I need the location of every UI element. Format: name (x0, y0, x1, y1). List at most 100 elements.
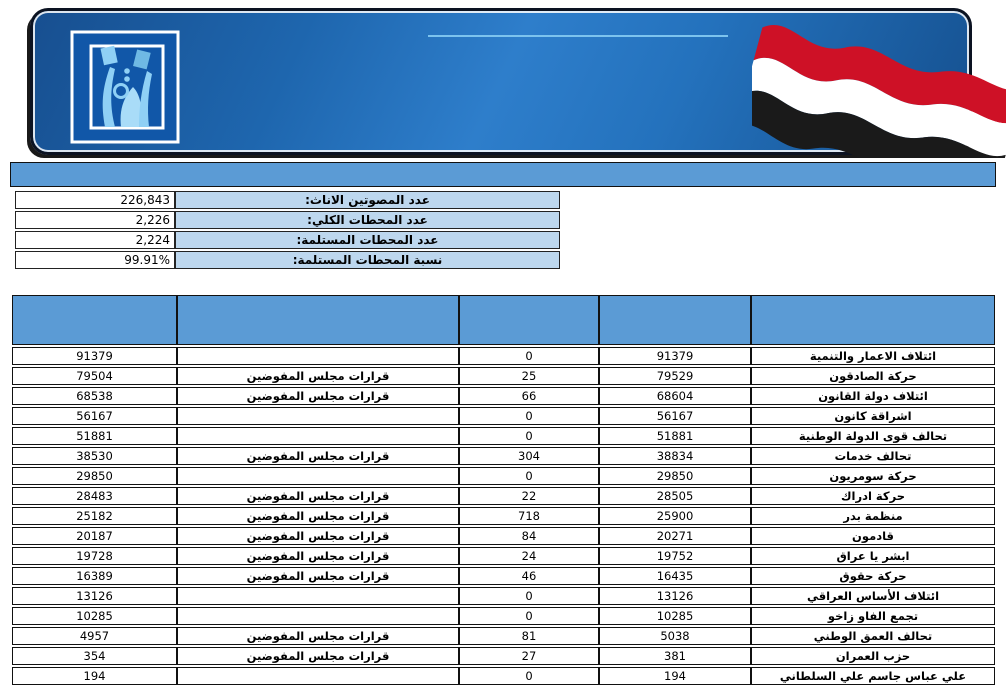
cell-final-votes: 16389 (12, 567, 177, 585)
cell-actual-votes: 91379 (599, 347, 751, 365)
iraq-flag-icon (752, 25, 1006, 158)
header-withhold-reason (177, 295, 459, 345)
cell-final-votes: 194 (12, 667, 177, 685)
cell-actual-votes: 10285 (599, 607, 751, 625)
summary-row: 2,226 عدد المحطات الكلي: (15, 211, 560, 229)
table-row: تجمع الفاو زاخو 10285 0 10285 (12, 607, 995, 625)
cell-withheld-votes: 304 (459, 447, 599, 465)
table-row: اشراقة كانون 56167 0 56167 (12, 407, 995, 425)
cell-final-votes: 19728 (12, 547, 177, 565)
table-row: حزب العمران 381 27 قرارات مجلس المفوضين … (12, 647, 995, 665)
cell-withhold-reason: قرارات مجلس المفوضين (177, 647, 459, 665)
cell-final-votes: 51881 (12, 427, 177, 445)
header-actual-votes (599, 295, 751, 345)
cell-entity-name: حزب العمران (751, 647, 995, 665)
cell-withheld-votes: 0 (459, 407, 599, 425)
cell-actual-votes: 28505 (599, 487, 751, 505)
cell-actual-votes: 56167 (599, 407, 751, 425)
cell-withheld-votes: 25 (459, 367, 599, 385)
cell-final-votes: 79504 (12, 367, 177, 385)
summary-value: 2,226 (15, 211, 175, 229)
cell-actual-votes: 38834 (599, 447, 751, 465)
table-row: تحالف خدمات 38834 304 قرارات مجلس المفوض… (12, 447, 995, 465)
banner-separator (428, 35, 728, 37)
table-row: علي عباس جاسم علي السلطاني 194 0 194 (12, 667, 995, 685)
cell-withhold-reason (177, 407, 459, 425)
cell-withheld-votes: 0 (459, 347, 599, 365)
summary-block-left: 226,843 عدد المصوتين الاناث: 2,226 عدد ا… (15, 191, 560, 271)
cell-actual-votes: 19752 (599, 547, 751, 565)
cell-entity-name: منظمة بدر (751, 507, 995, 525)
summary-value: 99.91% (15, 251, 175, 269)
cell-withheld-votes: 718 (459, 507, 599, 525)
cell-entity-name: ائتلاف الأساس العراقي (751, 587, 995, 605)
cell-actual-votes: 51881 (599, 427, 751, 445)
cell-entity-name: حركة حقوق (751, 567, 995, 585)
cell-withhold-reason: قرارات مجلس المفوضين (177, 387, 459, 405)
cell-withhold-reason: قرارات مجلس المفوضين (177, 367, 459, 385)
cell-withheld-votes: 0 (459, 587, 599, 605)
table-row: ائتلاف الاعمار والتنمية 91379 0 91379 (12, 347, 995, 365)
results-table: ائتلاف الاعمار والتنمية 91379 0 91379 حر… (12, 293, 995, 687)
table-row: حركة حقوق 16435 46 قرارات مجلس المفوضين … (12, 567, 995, 585)
summary-row: 226,843 عدد المصوتين الاناث: (15, 191, 560, 209)
cell-actual-votes: 25900 (599, 507, 751, 525)
cell-entity-name: تحالف خدمات (751, 447, 995, 465)
table-row: ائتلاف دولة القانون 68604 66 قرارات مجلس… (12, 387, 995, 405)
cell-withhold-reason: قرارات مجلس المفوضين (177, 547, 459, 565)
cell-withheld-votes: 81 (459, 627, 599, 645)
table-row: قادمون 20271 84 قرارات مجلس المفوضين 201… (12, 527, 995, 545)
cell-entity-name: حركة ادراك (751, 487, 995, 505)
table-row: حركة ادراك 28505 22 قرارات مجلس المفوضين… (12, 487, 995, 505)
table-row: تحالف العمق الوطني 5038 81 قرارات مجلس ا… (12, 627, 995, 645)
cell-final-votes: 4957 (12, 627, 177, 645)
cell-final-votes: 20187 (12, 527, 177, 545)
cell-final-votes: 13126 (12, 587, 177, 605)
cell-final-votes: 38530 (12, 447, 177, 465)
cell-withheld-votes: 0 (459, 427, 599, 445)
cell-entity-name: حركة الصادقون (751, 367, 995, 385)
summary-label: عدد المصوتين الاناث: (175, 191, 560, 209)
cell-actual-votes: 13126 (599, 587, 751, 605)
cell-entity-name: حركة سومريون (751, 467, 995, 485)
cell-final-votes: 10285 (12, 607, 177, 625)
summary-label: عدد المحطات الكلي: (175, 211, 560, 229)
cell-withhold-reason (177, 427, 459, 445)
cell-withheld-votes: 84 (459, 527, 599, 545)
cell-withhold-reason: قرارات مجلس المفوضين (177, 447, 459, 465)
cell-entity-name: ابشر يا عراق (751, 547, 995, 565)
cell-withheld-votes: 27 (459, 647, 599, 665)
cell-actual-votes: 20271 (599, 527, 751, 545)
table-row: تحالف قوى الدولة الوطنية 51881 0 51881 (12, 427, 995, 445)
cell-withhold-reason: قرارات مجلس المفوضين (177, 487, 459, 505)
summary-row: 2,224 عدد المحطات المستلمة: (15, 231, 560, 249)
cell-withhold-reason: قرارات مجلس المفوضين (177, 507, 459, 525)
table-row: ابشر يا عراق 19752 24 قرارات مجلس المفوض… (12, 547, 995, 565)
table-row: حركة الصادقون 79529 25 قرارات مجلس المفو… (12, 367, 995, 385)
cell-actual-votes: 381 (599, 647, 751, 665)
cell-final-votes: 29850 (12, 467, 177, 485)
cell-withhold-reason (177, 587, 459, 605)
cell-withhold-reason: قرارات مجلس المفوضين (177, 527, 459, 545)
table-row: منظمة بدر 25900 718 قرارات مجلس المفوضين… (12, 507, 995, 525)
cell-withheld-votes: 0 (459, 467, 599, 485)
ihec-logo-icon (70, 30, 180, 144)
cell-entity-name: علي عباس جاسم علي السلطاني (751, 667, 995, 685)
header-final-votes (12, 295, 177, 345)
cell-entity-name: ائتلاف الاعمار والتنمية (751, 347, 995, 365)
summary-label: عدد المحطات المستلمة: (175, 231, 560, 249)
cell-withhold-reason (177, 607, 459, 625)
cell-final-votes: 25182 (12, 507, 177, 525)
cell-withhold-reason (177, 347, 459, 365)
cell-entity-name: قادمون (751, 527, 995, 545)
cell-final-votes: 68538 (12, 387, 177, 405)
cell-entity-name: تحالف قوى الدولة الوطنية (751, 427, 995, 445)
province-header (10, 162, 996, 187)
cell-actual-votes: 16435 (599, 567, 751, 585)
cell-withheld-votes: 46 (459, 567, 599, 585)
cell-withheld-votes: 24 (459, 547, 599, 565)
summary-row: 99.91% نسبة المحطات المستلمة: (15, 251, 560, 269)
cell-withheld-votes: 0 (459, 607, 599, 625)
cell-withheld-votes: 22 (459, 487, 599, 505)
cell-final-votes: 28483 (12, 487, 177, 505)
